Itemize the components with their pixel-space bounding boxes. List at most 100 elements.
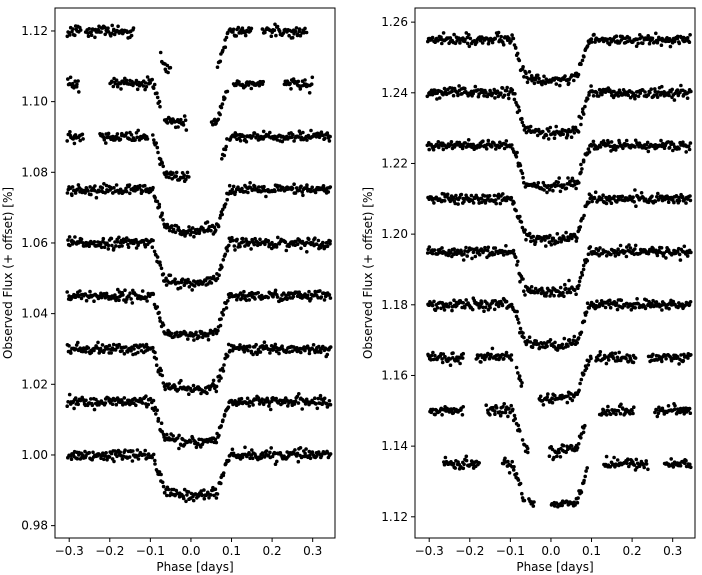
data-point [576,442,581,446]
data-point [146,402,151,407]
data-point [566,176,570,180]
data-point [91,450,95,455]
data-point [236,25,241,30]
data-point [122,352,127,356]
data-point [578,381,582,386]
data-point [73,79,77,83]
data-point [150,455,154,460]
data-point [173,277,177,282]
data-point [611,462,615,467]
data-point [218,216,222,220]
data-point [682,244,687,249]
data-point [504,299,509,304]
data-point [197,335,201,339]
data-point [531,234,536,239]
data-point [261,79,266,84]
data-point [616,247,620,251]
data-point [645,140,650,145]
data-point [545,190,549,195]
y-tick-label: 1.00 [21,448,48,462]
data-point [305,183,309,187]
data-point [533,240,538,244]
data-point [562,336,567,341]
data-point [293,399,298,404]
data-point [165,63,170,68]
data-point [95,346,100,350]
data-point [70,29,74,34]
data-point [598,145,603,149]
data-point [553,393,557,398]
data-point [296,401,301,405]
data-point [577,279,582,284]
data-point [646,149,651,154]
data-point [479,360,483,364]
data-point [684,458,688,463]
data-point [143,87,147,92]
data-point [552,293,556,298]
data-point [124,189,129,194]
data-point [627,243,631,247]
data-point [681,140,685,144]
data-point [451,195,456,200]
data-point [662,251,666,255]
data-point [89,30,93,34]
data-point [635,465,639,470]
data-point [433,353,437,358]
data-point [582,55,586,59]
data-point [159,266,164,271]
data-point [507,471,512,475]
data-point [633,145,637,149]
data-point [269,34,274,38]
data-point [316,238,321,243]
data-point [635,37,640,42]
data-point [186,277,190,282]
data-point [544,133,549,138]
data-point [464,458,469,463]
data-point [206,337,211,342]
data-point [519,220,524,224]
data-point [214,331,219,336]
data-point [453,201,458,206]
data-point [164,175,169,179]
data-point [442,199,447,203]
data-point [216,117,221,122]
data-point [566,344,570,348]
data-point [68,75,73,80]
data-point [72,141,77,146]
data-point [313,190,318,195]
data-point [616,409,621,413]
x-tick-label: −0.1 [496,544,525,558]
data-point [618,243,623,248]
x-tick-label: −0.3 [415,544,444,558]
data-point [160,429,164,434]
data-point [221,418,225,423]
data-point [682,412,686,416]
data-point [256,291,261,295]
data-point [127,455,132,459]
data-point [299,184,303,189]
data-point [570,341,575,346]
data-point [595,299,599,304]
data-point [533,286,538,291]
data-point [226,299,230,303]
data-point [263,242,267,247]
data-point [520,381,524,385]
data-point [78,289,82,293]
data-point [81,349,85,354]
data-point [615,307,620,312]
data-point [68,33,72,37]
data-point [71,137,75,141]
data-point [297,392,301,396]
data-point [470,307,475,312]
data-point [446,304,451,309]
data-point [274,33,278,38]
y-tick-label: 1.22 [381,156,408,170]
data-point [442,86,447,91]
data-point [240,455,245,460]
data-point [143,245,148,249]
data-point [94,195,99,200]
data-point [144,394,148,399]
data-point [68,130,72,134]
right-panel-x-label: Phase [days] [516,560,593,574]
data-point [623,250,627,254]
